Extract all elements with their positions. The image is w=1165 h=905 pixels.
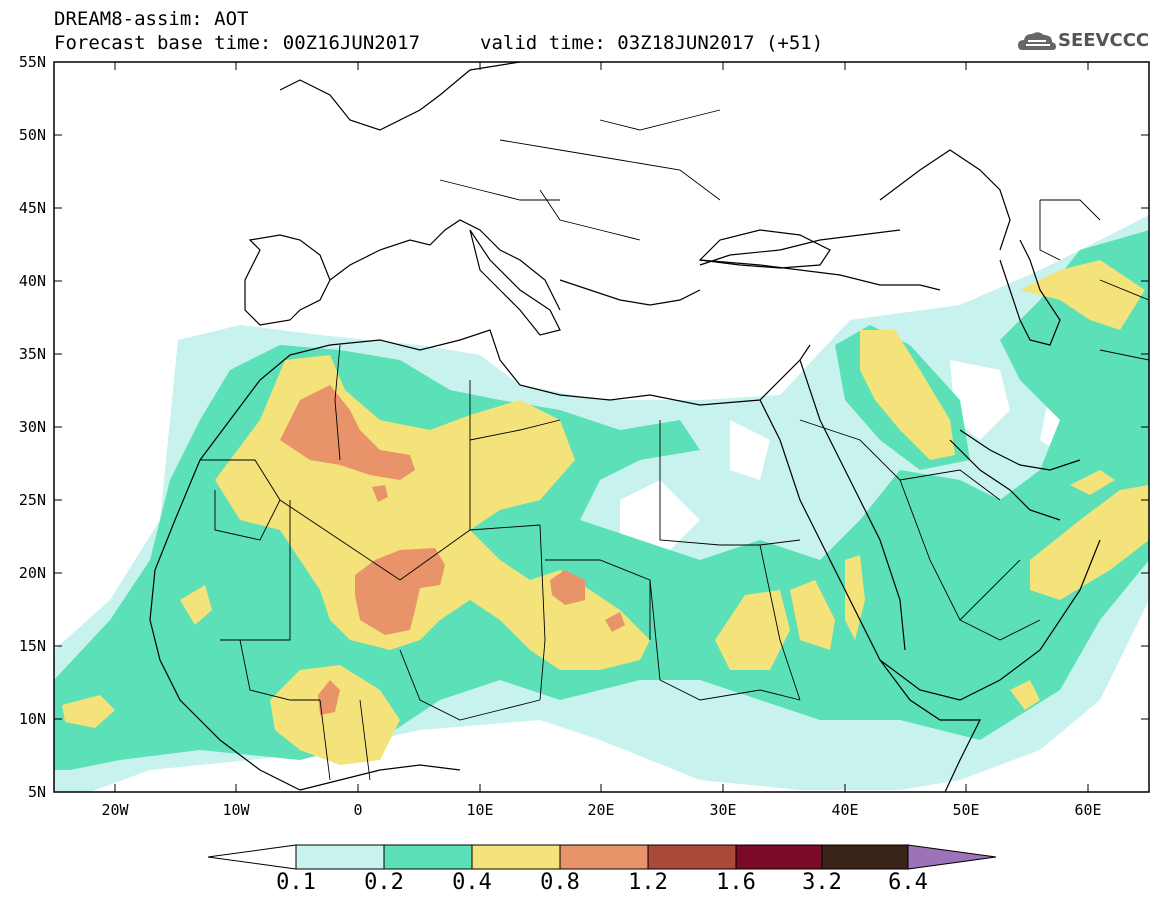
- lat-label: 10N: [18, 710, 46, 728]
- logo-text: SEEVCCC: [1058, 30, 1150, 51]
- lon-label: 30E: [709, 801, 737, 819]
- country-borders: [200, 109, 1149, 781]
- lon-ticks: [114, 62, 1089, 792]
- lon-label: 20E: [587, 801, 615, 819]
- colorbar-label: 0.2: [364, 870, 404, 895]
- lat-label: 55N: [18, 53, 46, 71]
- lon-label: 10E: [466, 801, 494, 819]
- valid-time: valid time: 03Z18JUN2017 (+51): [480, 32, 824, 54]
- lat-label: 5N: [27, 783, 46, 801]
- lon-label: 10W: [222, 801, 250, 819]
- chart-title: DREAM8-assim: AOT: [54, 8, 249, 30]
- colorbar-label: 3.2: [802, 870, 842, 895]
- lat-label: 30N: [18, 418, 46, 436]
- lat-ticks: [54, 61, 1149, 720]
- lat-label: 50N: [18, 126, 46, 144]
- seevccc-cloud-logo-icon: [1018, 32, 1056, 50]
- forecast-base-time: Forecast base time: 00Z16JUN2017: [54, 32, 421, 54]
- lon-label: 60E: [1074, 801, 1102, 819]
- lon-label: 40E: [831, 801, 859, 819]
- coastlines: [149, 62, 1101, 792]
- colorbar-label: 0.8: [540, 870, 580, 895]
- colorbar-label: 1.2: [628, 870, 668, 895]
- lat-label: 25N: [18, 491, 46, 509]
- aot-contour-0.8: [280, 385, 625, 715]
- lon-label: 50E: [952, 801, 980, 819]
- lat-label: 15N: [18, 637, 46, 655]
- lon-label: 0: [353, 801, 363, 819]
- lat-label: 45N: [18, 199, 46, 217]
- lat-label: 20N: [18, 564, 46, 582]
- colorbar-label: 1.6: [716, 870, 756, 895]
- colorbar-label: 0.1: [276, 870, 316, 895]
- colorbar-label: 0.4: [452, 870, 492, 895]
- lat-label: 40N: [18, 272, 46, 290]
- colorbar-label: 6.4: [888, 870, 928, 895]
- lat-label: 35N: [18, 345, 46, 363]
- lon-label: 20W: [101, 801, 129, 819]
